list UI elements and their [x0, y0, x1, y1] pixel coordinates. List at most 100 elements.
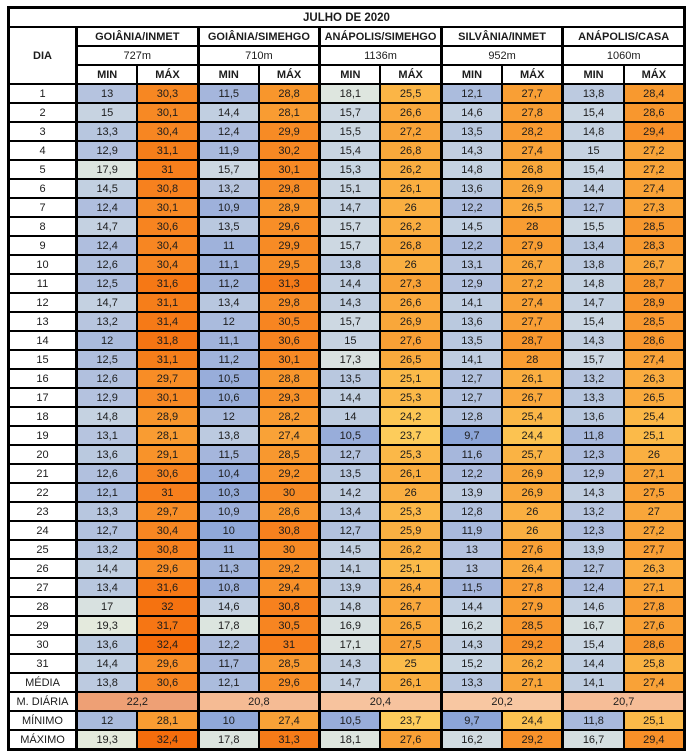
temp-max-cell: 31,8 [136, 330, 200, 351]
temp-max-cell: 29,4 [257, 577, 321, 598]
day-column-header: DIA [7, 26, 78, 85]
temp-max-cell: 26 [379, 254, 443, 275]
summary-max-cell: 27,6 [379, 729, 443, 751]
temp-max-cell: 28 [501, 216, 564, 237]
station-name-header: GOIÂNIA/SIMEHGO [196, 26, 321, 47]
temp-min-cell: 13,8 [196, 425, 260, 446]
temp-max-cell: 26,2 [379, 159, 443, 180]
temp-min-cell: 13,2 [561, 501, 625, 522]
temp-max-cell: 29,2 [501, 634, 564, 655]
day-row: 23 13,3 29,7 10,9 28,6 13,4 25,3 12,8 26 13,2 27 [7, 501, 686, 522]
temp-max-cell: 30,5 [257, 311, 321, 332]
day-row: 14 12 31,8 11,1 30,6 15 27,6 13,5 28,7 14,3 28,6 [7, 330, 686, 351]
temp-max-cell: 26,5 [622, 387, 686, 408]
temp-min-cell: 14,1 [318, 558, 382, 579]
summary-min-cell: 16,7 [561, 729, 625, 751]
temp-max-cell: 25,3 [379, 387, 443, 408]
temp-min-cell: 14,7 [75, 292, 139, 313]
temp-max-cell: 28,7 [501, 330, 564, 351]
temp-max-cell: 30 [257, 539, 321, 560]
day-row: 31 14,4 29,6 11,7 28,5 14,3 25 15,2 26,2 14,4 25,8 [7, 653, 686, 674]
temp-min-cell: 11,7 [196, 653, 260, 674]
temp-max-cell: 30,4 [136, 235, 200, 256]
temp-min-cell: 14,4 [196, 102, 260, 123]
temp-max-cell: 27,2 [379, 121, 443, 142]
temp-max-cell: 27,9 [501, 235, 564, 256]
temp-max-cell: 27,9 [501, 596, 564, 617]
temp-max-cell: 26,5 [379, 615, 443, 636]
temp-max-cell: 31,7 [136, 615, 200, 636]
temp-min-cell: 18,1 [318, 83, 382, 104]
temp-max-cell: 29,9 [257, 121, 321, 142]
temp-min-cell: 15 [75, 102, 139, 123]
max-column-header: MÁX [257, 64, 321, 85]
day-cell: 4 [7, 140, 78, 161]
summary-max-cell: 27,4 [257, 710, 321, 731]
summary-row: MÉDIA 13,8 30,6 12,1 29,6 14,7 26,1 13,3 27,1 14,… [7, 672, 686, 693]
temp-max-cell: 31,4 [136, 311, 200, 332]
temp-min-cell: 13,6 [561, 406, 625, 427]
elevation-header-row: 727m 710m 1136m 952m 1060m [9, 45, 686, 66]
station-name-header: GOIÂNIA/INMET [75, 26, 200, 47]
temp-max-cell: 28,5 [257, 444, 321, 465]
temp-min-cell: 12,4 [75, 197, 139, 218]
summary-min-cell: 13,3 [439, 672, 504, 693]
temp-min-cell: 12,1 [439, 83, 504, 104]
temp-max-cell: 29,2 [257, 463, 321, 484]
station-elevation: 1136m [318, 45, 443, 66]
day-row: 22 12,1 31 10,3 30 14,2 26 13,9 26,9 14,3 27,5 [7, 482, 686, 503]
temp-min-cell: 10 [196, 520, 260, 541]
temp-min-cell: 13,5 [318, 368, 382, 389]
min-column-header: MIN [439, 64, 504, 85]
temp-min-cell: 13,9 [561, 539, 625, 560]
temp-min-cell: 12,6 [75, 254, 139, 275]
temp-max-cell: 25,4 [622, 406, 686, 427]
day-cell: 10 [7, 254, 78, 275]
summary-max-cell: 29,6 [257, 672, 321, 693]
temp-max-cell: 26,2 [379, 216, 443, 237]
temp-max-cell: 25,7 [501, 444, 564, 465]
temp-max-cell: 28,9 [136, 406, 200, 427]
summary-max-cell: 30,6 [136, 672, 200, 693]
day-cell: 26 [7, 558, 78, 579]
summary-min-cell: 19,3 [75, 729, 139, 751]
temp-max-cell: 27,2 [622, 140, 686, 161]
temp-min-cell: 17,1 [318, 634, 382, 655]
temp-min-cell: 14,8 [561, 121, 625, 142]
temp-max-cell: 23,7 [379, 425, 443, 446]
temp-min-cell: 13 [439, 539, 504, 560]
temp-min-cell: 13,6 [439, 311, 504, 332]
temp-min-cell: 14,5 [439, 216, 504, 237]
temp-max-cell: 28,1 [136, 425, 200, 446]
temp-max-cell: 27,5 [379, 634, 443, 655]
day-cell: 12 [7, 292, 78, 313]
temp-min-cell: 15,7 [318, 311, 382, 332]
day-cell: 2 [7, 102, 78, 123]
temp-max-cell: 26,6 [379, 102, 443, 123]
temp-max-cell: 29,8 [257, 292, 321, 313]
temp-max-cell: 26,2 [379, 539, 443, 560]
temp-max-cell: 25,3 [379, 444, 443, 465]
day-cell: 16 [7, 368, 78, 389]
temp-max-cell: 29,1 [136, 444, 200, 465]
day-row: 9 12,4 30,4 11 29,9 15,7 26,8 12,2 27,9 13,4 28,3 [7, 235, 686, 256]
temp-min-cell: 14,4 [561, 653, 625, 674]
temp-min-cell: 13,4 [561, 235, 625, 256]
day-cell: 8 [7, 216, 78, 237]
temp-min-cell: 16,9 [318, 615, 382, 636]
temp-min-cell: 13,9 [318, 577, 382, 598]
temp-min-cell: 19,3 [75, 615, 139, 636]
summary-min-cell: 12,1 [196, 672, 260, 693]
temp-min-cell: 14,7 [318, 197, 382, 218]
temp-min-cell: 14,6 [561, 596, 625, 617]
temp-min-cell: 15,7 [318, 102, 382, 123]
temp-max-cell: 26,3 [622, 368, 686, 389]
day-cell: 15 [7, 349, 78, 370]
temp-min-cell: 13,3 [75, 121, 139, 142]
day-cell: 6 [7, 178, 78, 199]
temp-max-cell: 28,9 [622, 292, 686, 313]
temp-min-cell: 13,5 [439, 330, 504, 351]
summary-label-cell: MÁXIMO [7, 729, 78, 751]
temp-max-cell: 25,1 [379, 558, 443, 579]
temp-min-cell: 12,8 [439, 406, 504, 427]
